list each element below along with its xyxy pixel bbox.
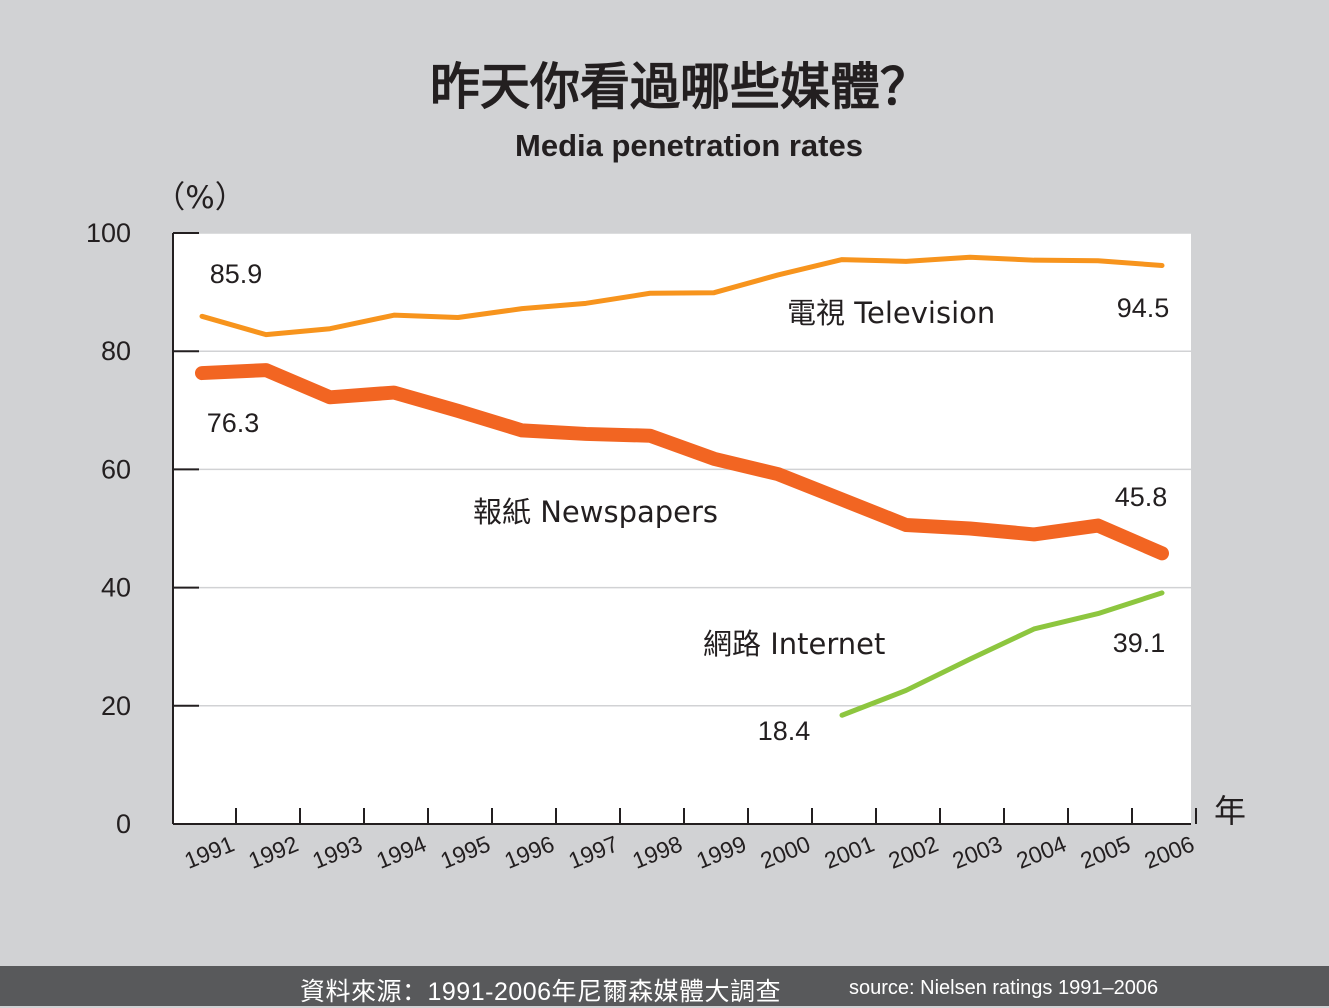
data-label: 18.4 bbox=[758, 716, 811, 746]
x-tick-label: 2005 bbox=[1077, 831, 1134, 874]
x-tick-label: 1991 bbox=[181, 831, 238, 874]
series-line bbox=[195, 363, 1169, 561]
x-tick-label: 1992 bbox=[245, 831, 302, 874]
series-name-label: 報紙 Newspapers bbox=[473, 495, 718, 529]
y-tick-label: 100 bbox=[86, 218, 131, 248]
x-tick-label: 2006 bbox=[1141, 831, 1198, 874]
x-tick-label: 2003 bbox=[949, 831, 1006, 874]
source-en: source: Nielsen ratings 1991–2006 bbox=[849, 977, 1159, 999]
data-label: 85.9 bbox=[210, 259, 263, 289]
source-zh: 資料來源：1991-2006年尼爾森媒體大調查 bbox=[300, 978, 782, 1006]
series-layer bbox=[195, 254, 1169, 718]
data-label: 94.5 bbox=[1117, 293, 1170, 323]
grid bbox=[173, 232, 1191, 707]
y-tick-label: 60 bbox=[101, 454, 131, 484]
x-tick-label: 1993 bbox=[309, 831, 366, 874]
x-tick-label: 2002 bbox=[885, 831, 942, 874]
series-line bbox=[199, 254, 1165, 338]
chart: 昨天你看過哪些媒體？ Media penetration rates （%） 0… bbox=[86, 58, 1246, 874]
x-tick-label: 1998 bbox=[629, 831, 686, 874]
series-line bbox=[839, 590, 1165, 718]
y-tick-label: 40 bbox=[101, 573, 131, 603]
x-tick-label: 1994 bbox=[373, 830, 430, 873]
x-tick-label: 2001 bbox=[821, 831, 878, 874]
x-tick-label: 1995 bbox=[437, 831, 494, 874]
chart-subtitle: Media penetration rates bbox=[515, 128, 863, 163]
y-tick-label: 0 bbox=[116, 809, 131, 839]
y-axis-label: （%） bbox=[154, 180, 245, 216]
axes bbox=[172, 232, 1197, 825]
x-axis-label: 年 bbox=[1214, 792, 1246, 830]
chart-title: 昨天你看過哪些媒體？ bbox=[430, 58, 930, 116]
data-label: 45.8 bbox=[1115, 482, 1168, 512]
x-tick-label: 1999 bbox=[693, 831, 750, 874]
x-tick-label: 1997 bbox=[565, 831, 622, 874]
data-label: 76.3 bbox=[207, 408, 260, 438]
y-tick-label: 80 bbox=[101, 336, 131, 366]
y-tick-label: 20 bbox=[101, 691, 131, 721]
x-tick-label: 2004 bbox=[1013, 830, 1070, 873]
series-name-label: 網路 Internet bbox=[703, 627, 885, 661]
x-tick-label: 1996 bbox=[501, 831, 558, 874]
series-name-label: 電視 Television bbox=[787, 296, 995, 330]
data-label: 39.1 bbox=[1113, 628, 1166, 658]
source-footer: 資料來源：1991-2006年尼爾森媒體大調查 source: Nielsen … bbox=[0, 966, 1329, 1006]
x-tick-label: 2000 bbox=[757, 831, 814, 874]
